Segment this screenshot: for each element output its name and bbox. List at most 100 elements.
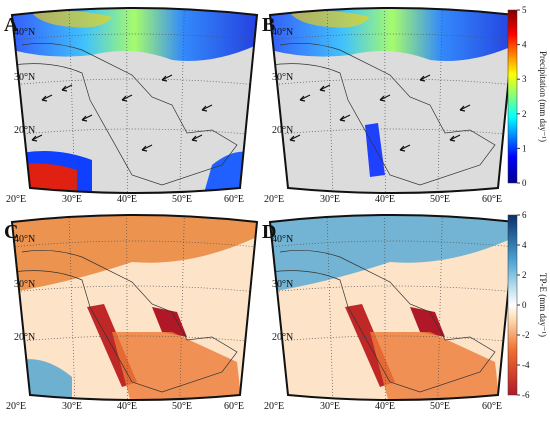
lon-label: 60°E (224, 401, 244, 412)
colorbar-ramp (507, 214, 518, 396)
colorbar-title: TP-E (mm day⁻¹) (538, 273, 548, 337)
lon-label: 60°E (224, 194, 244, 205)
colorbar-tick-label: 2 (522, 109, 527, 119)
colorbar-ramp (507, 9, 518, 184)
map-panel: 40°N 30°N 20°N 20°E 30°E 40°E 50°E 60°E A (4, 7, 259, 205)
panel-letter: D (262, 221, 276, 243)
map-panel: 40°N 30°N 20°N 20°E 30°E 40°E 50°E 60°E D (262, 214, 517, 412)
colorbar: 0 1 2 3 4 5 Precipitation (mm day⁻¹) (507, 5, 548, 188)
colorbar-tick-label: 6 (522, 210, 527, 220)
graticule (12, 78, 257, 86)
lon-label: 40°E (117, 401, 137, 412)
lat-label: 20°N (272, 125, 293, 136)
wind-arrow (339, 114, 351, 122)
panel-letter: C (4, 221, 18, 243)
map-body (12, 8, 257, 193)
graticule (270, 33, 515, 41)
wind-arrow (41, 94, 53, 102)
wind-arrow (161, 74, 173, 82)
lon-label: 50°E (430, 401, 450, 412)
graticule (326, 215, 334, 400)
lon-label: 60°E (482, 401, 502, 412)
graticule (270, 285, 515, 293)
wind-arrow (289, 134, 301, 142)
graticule (326, 8, 334, 193)
wind-arrow (31, 134, 43, 142)
graticule (68, 215, 76, 400)
lon-label: 40°E (117, 194, 137, 205)
lon-label: 20°E (6, 401, 26, 412)
wind-arrow (449, 134, 461, 142)
colorbar: -6 -4 -2 0 2 4 6 TP-E (mm day⁻¹) (507, 210, 548, 400)
lat-label: 20°N (14, 125, 35, 136)
coastline (270, 250, 496, 393)
lat-label: 30°N (272, 279, 293, 290)
lon-label: 20°E (6, 194, 26, 205)
map-frame (268, 214, 517, 401)
lon-label: 30°E (62, 401, 82, 412)
wind-arrow (81, 114, 93, 122)
graticule (270, 240, 515, 248)
lat-label: 20°N (272, 332, 293, 343)
graticule (179, 8, 185, 193)
coastline (12, 250, 238, 393)
lat-label: 40°N (14, 234, 35, 245)
lon-label: 40°E (375, 194, 395, 205)
graticule (384, 8, 386, 193)
lat-label: 40°N (14, 27, 35, 38)
lon-label: 60°E (482, 194, 502, 205)
graticule (384, 215, 386, 400)
lon-label: 20°E (264, 194, 284, 205)
graticule (179, 215, 185, 400)
panel-letter: A (4, 14, 19, 36)
wind-arrow (299, 94, 311, 102)
colorbar-title: Precipitation (mm day⁻¹) (538, 51, 548, 142)
wind-arrow (379, 94, 391, 102)
lat-label: 30°N (14, 72, 35, 83)
graticule (270, 78, 515, 86)
graticule (437, 215, 443, 400)
graticule (12, 335, 257, 343)
graticule (12, 128, 257, 136)
lon-label: 40°E (375, 401, 395, 412)
wind-arrow (191, 134, 203, 142)
colorbar-tick-label: 2 (522, 270, 527, 280)
coastline (270, 43, 496, 186)
graticule (12, 285, 257, 293)
lon-label: 20°E (264, 401, 284, 412)
tp-e-arabia (112, 332, 242, 400)
tp-e-north (12, 215, 257, 292)
wind-arrow (61, 84, 73, 92)
colorbar-tick-label: -6 (522, 390, 530, 400)
map-body (12, 215, 257, 400)
lon-label: 30°E (320, 401, 340, 412)
colorbar-tick-label: 0 (522, 178, 527, 188)
wind-arrow (121, 94, 133, 102)
graticule (270, 335, 515, 343)
colorbar-tick-label: 0 (522, 300, 527, 310)
graticule (68, 8, 76, 193)
map-frame (10, 7, 259, 194)
lon-label: 30°E (62, 194, 82, 205)
wind-arrow (419, 74, 431, 82)
graticule (12, 33, 257, 41)
graticule (270, 128, 515, 136)
map-panel: 40°N 30°N 20°N 20°E 30°E 40°E 50°E 60°E B (262, 7, 517, 205)
map-frame (10, 214, 259, 401)
colorbar-tick-label: 4 (522, 240, 527, 250)
wind-arrow (459, 104, 471, 112)
precip-core (290, 10, 370, 28)
lat-label: 30°N (14, 279, 35, 290)
precip-core (32, 10, 112, 28)
wind-arrow (399, 144, 411, 152)
map-frame (268, 7, 517, 194)
lat-label: 30°N (272, 72, 293, 83)
tp-e-north (270, 215, 515, 292)
lon-label: 30°E (320, 194, 340, 205)
colorbar-tick-label: -4 (522, 360, 530, 370)
colorbar-tick-label: 1 (522, 143, 527, 153)
lat-label: 40°N (272, 27, 293, 38)
wind-arrow (141, 144, 153, 152)
graticule (12, 240, 257, 248)
